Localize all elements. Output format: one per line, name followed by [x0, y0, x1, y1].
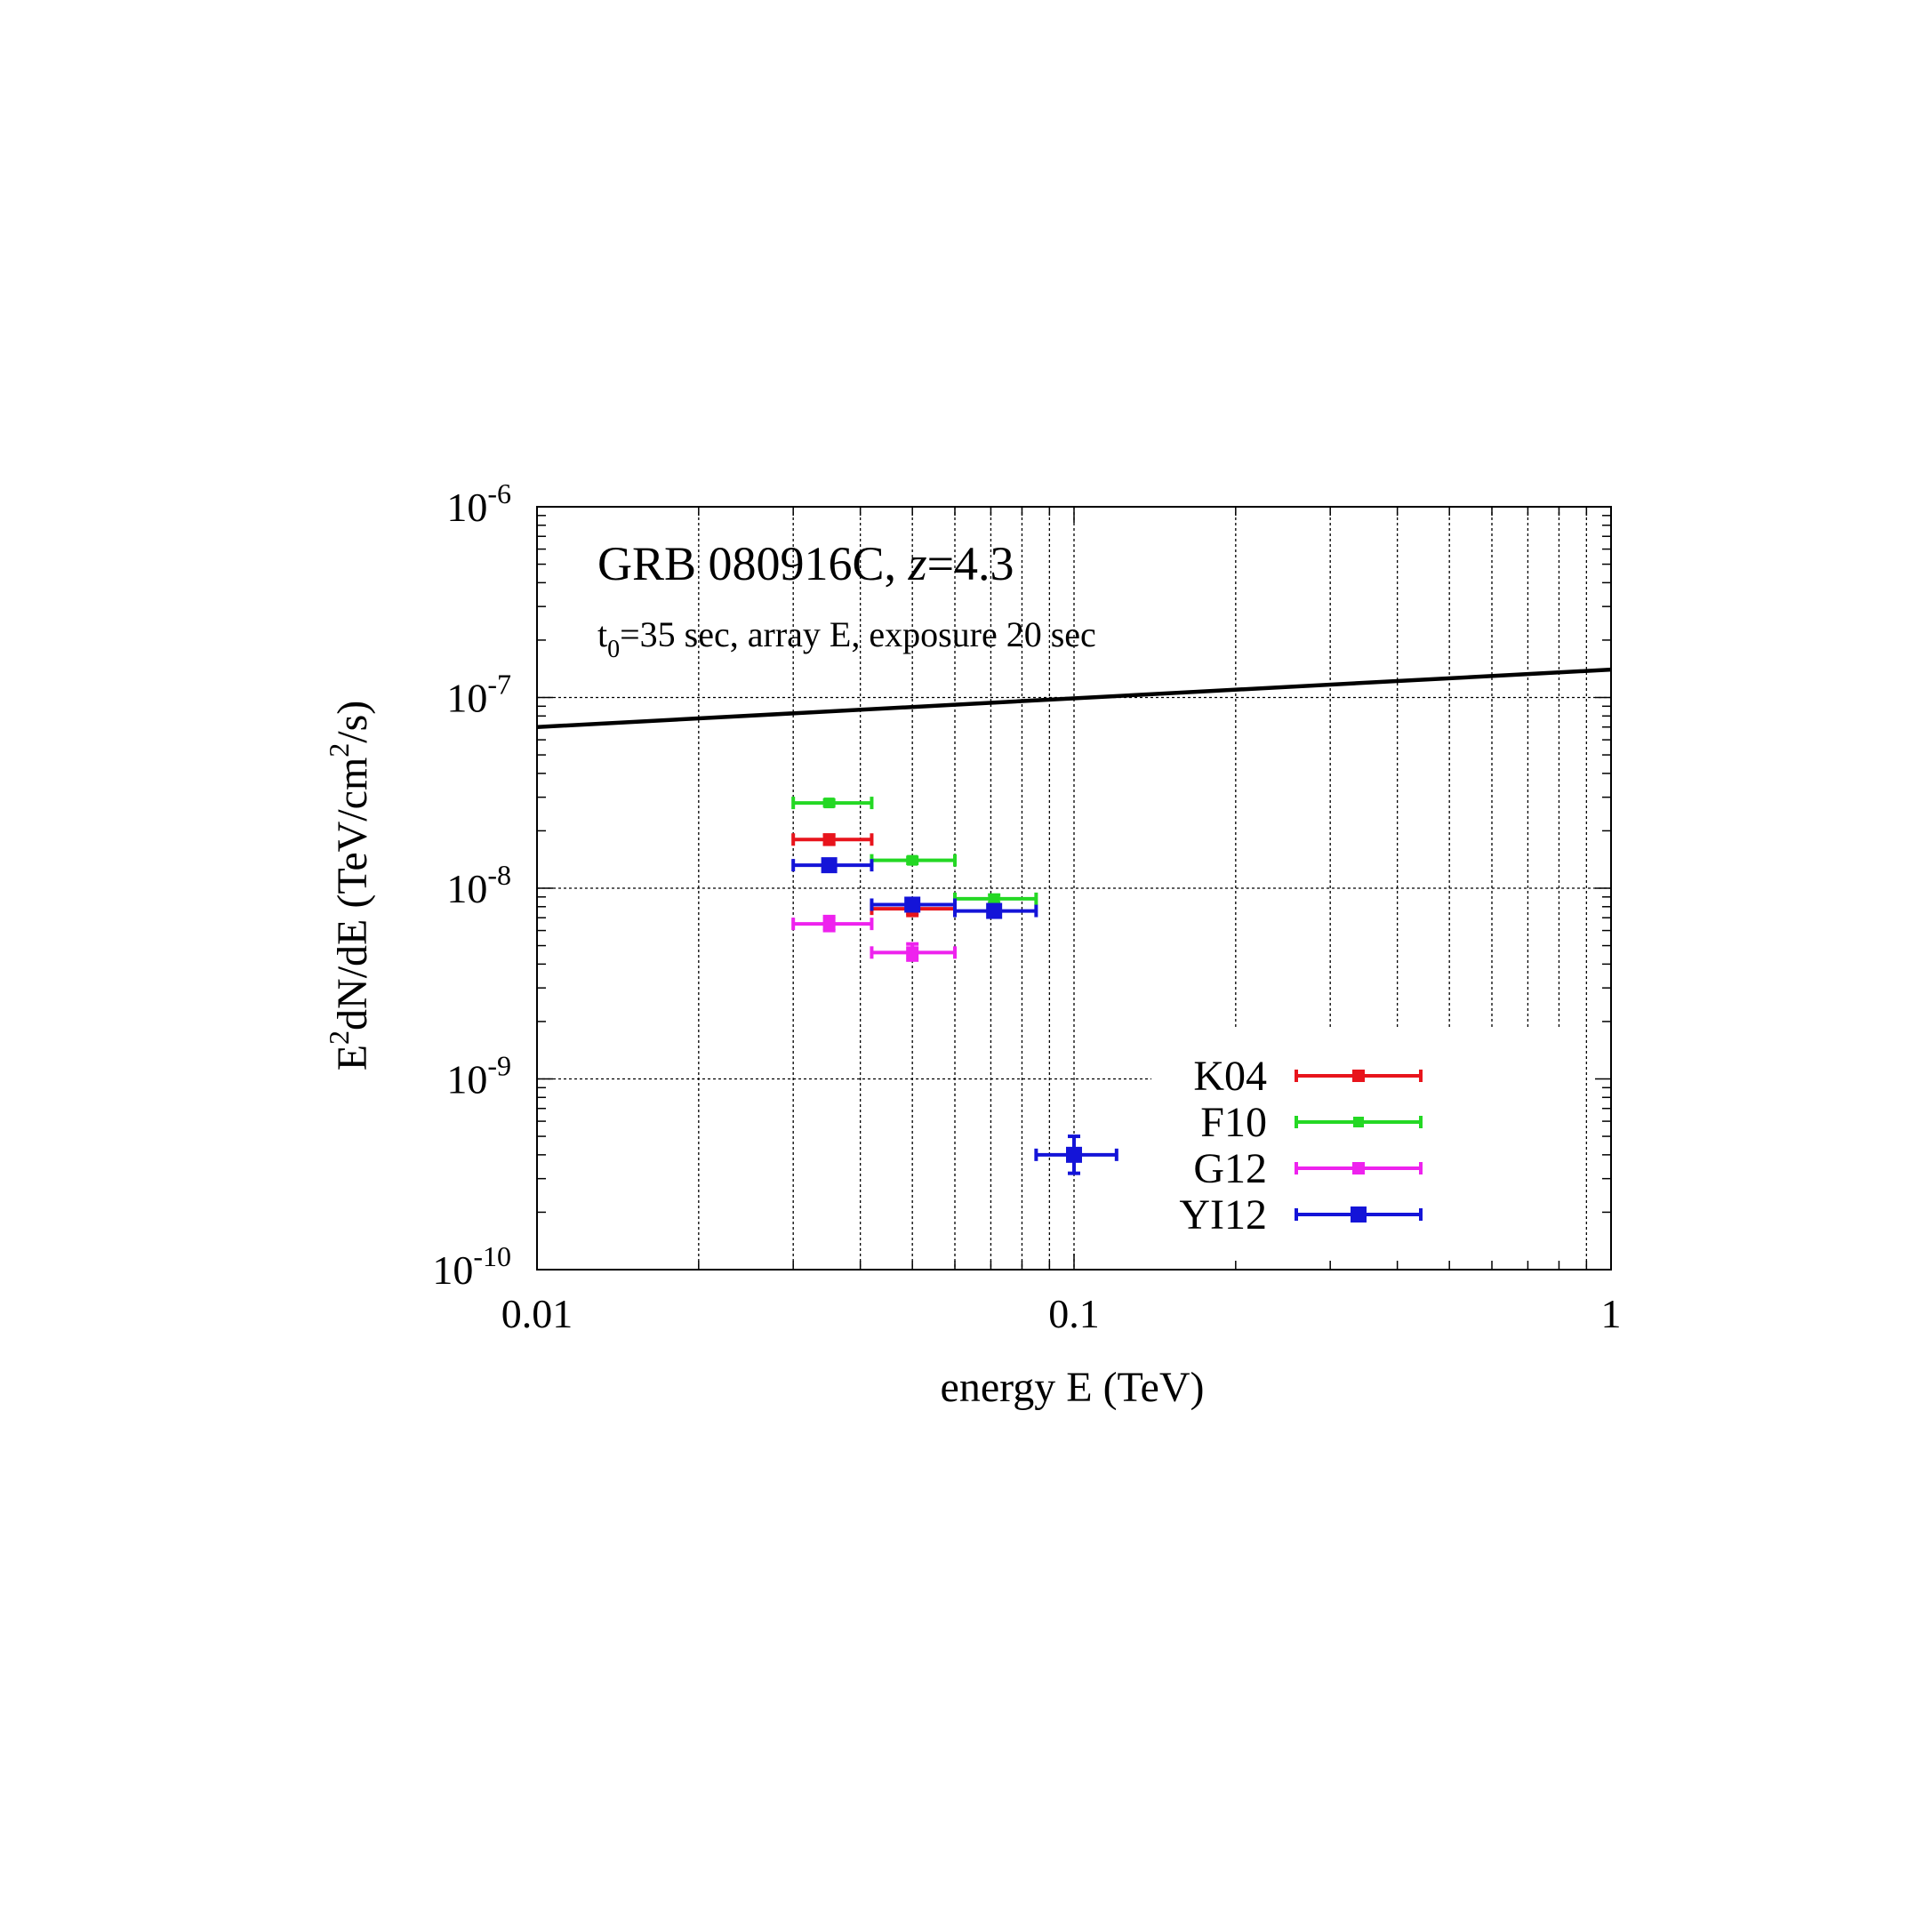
- data-point: [906, 946, 919, 959]
- x-tick-label: 0.01: [501, 1291, 573, 1336]
- legend-marker: [1351, 1206, 1367, 1223]
- data-point: [821, 857, 838, 874]
- series-g12: [791, 914, 958, 962]
- data-point: [1066, 1146, 1082, 1163]
- data-point: [823, 798, 835, 809]
- legend-label: K04: [1193, 1053, 1267, 1100]
- data-point: [989, 893, 1000, 904]
- plot-frame: [536, 506, 1612, 1271]
- legend-background: [1151, 1027, 1583, 1240]
- data-point: [986, 902, 1003, 919]
- y-axis-label: E2dN/dE (TeV/cm2/s): [323, 701, 376, 1071]
- chart-title: GRB 080916C, z=4.3: [597, 537, 1014, 590]
- legend-marker: [1353, 1117, 1364, 1127]
- x-tick-label: 0.1: [1048, 1291, 1100, 1336]
- y-tick-label: 10-7: [446, 669, 511, 721]
- sensitivity-line: [536, 667, 1612, 729]
- x-tick-label: 1: [1601, 1291, 1622, 1336]
- series-f10: [791, 797, 1038, 905]
- legend-marker: [1352, 1162, 1365, 1174]
- data-point: [907, 854, 918, 866]
- y-tick-labels: 10-6 10-7 10-8 10-9 10-10: [432, 477, 511, 1293]
- x-axis-label: energy E (TeV): [941, 1364, 1205, 1411]
- legend-marker: [1352, 1070, 1365, 1082]
- legend-label: F10: [1200, 1099, 1267, 1146]
- y-tick-label: 10-10: [432, 1240, 511, 1293]
- y-tick-label: 10-8: [446, 859, 511, 911]
- y-tick-label: 10-9: [446, 1050, 511, 1102]
- grid: [537, 507, 1611, 1270]
- y-tick-label: 10-6: [446, 477, 511, 530]
- x-tick-labels: 0.01 0.1 1: [501, 1291, 1622, 1336]
- legend-label: YI12: [1179, 1191, 1267, 1239]
- data-point: [822, 918, 836, 931]
- data-point: [904, 896, 921, 913]
- data-point: [822, 833, 836, 846]
- chart-subtitle: t0=35 sec, array E, exposure 20 sec: [597, 614, 1096, 663]
- plot-content: [536, 667, 1612, 1175]
- series-yi12: [791, 857, 1118, 1175]
- legend-label: G12: [1193, 1145, 1267, 1192]
